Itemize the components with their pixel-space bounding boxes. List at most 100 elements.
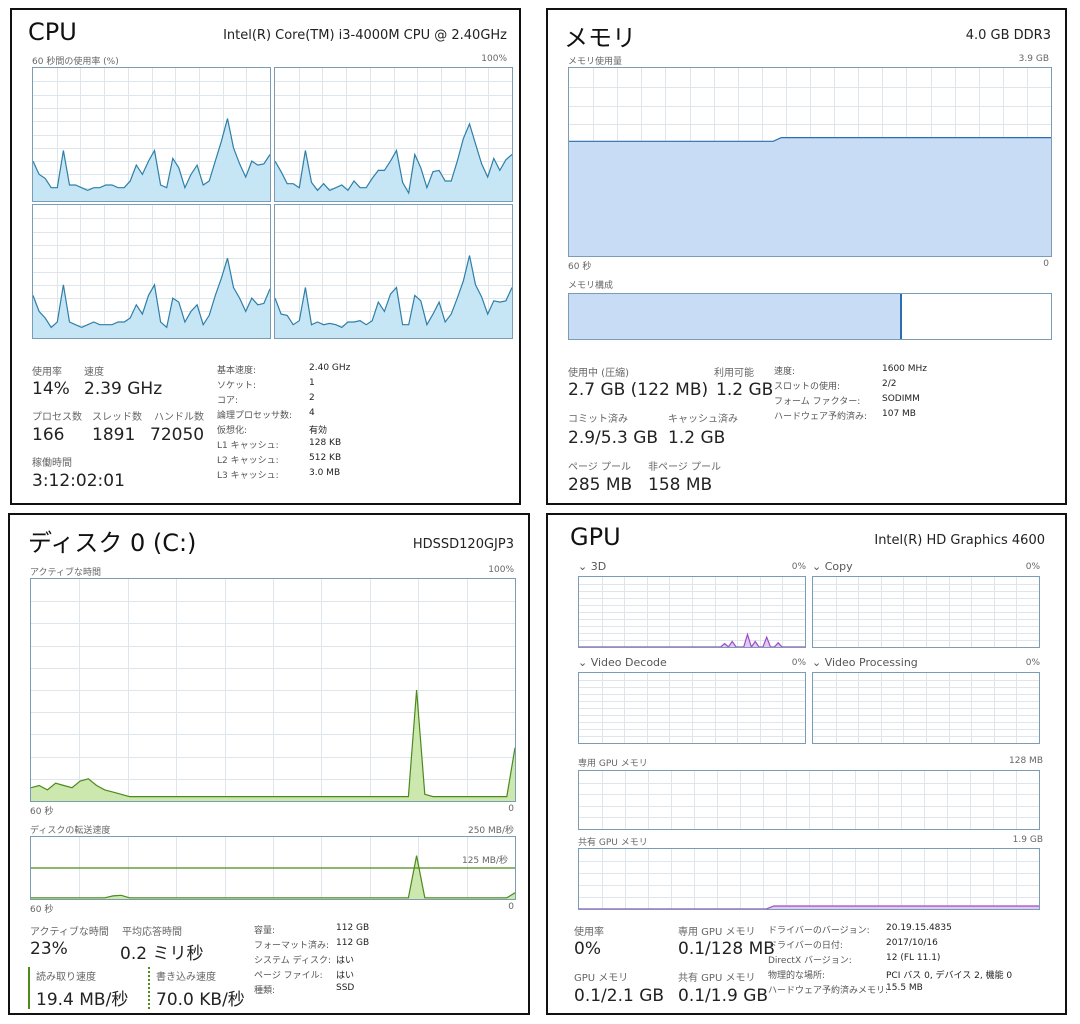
info-value: 112 GB	[336, 923, 370, 933]
cpu-uptime-value: 3:12:02:01	[32, 471, 125, 491]
info-label: 速度:	[774, 367, 796, 377]
memory-composition-caption: メモリ構成	[568, 281, 614, 291]
gpu-dedicated-label: 専用 GPU メモリ	[678, 927, 756, 938]
gpu-shared-label: 共有 GPU メモリ	[678, 973, 756, 984]
disk-active-label: アクティブな時間	[30, 927, 109, 938]
info-label: ドライバーのバージョン:	[768, 926, 870, 936]
info-label: ソケット:	[217, 381, 257, 391]
info-value: 107 MB	[882, 409, 916, 419]
disk-write-value: 70.0 KB/秒	[156, 990, 245, 1010]
disk-panel: ディスク 0 (C:) HDSSD120GJP3 アクティブな時間 100% 6…	[8, 513, 530, 1015]
disk-info-table: 容量: 112 GB フォーマット済み: 112 GB システム ディスク: は…	[254, 923, 524, 1003]
info-value: SSD	[336, 983, 355, 993]
disk-active-area	[31, 690, 515, 801]
memory-in-use-label: 使用中 (圧縮)	[568, 368, 629, 379]
gpu-engine-decode-pct: 0%	[791, 658, 806, 668]
gpu-engine-processing-label[interactable]: ⌄ Video Processing	[812, 656, 918, 669]
info-value: 有効	[309, 426, 328, 436]
info-label: ハードウェア予約済みメモリ:	[768, 986, 889, 996]
gpu-engine-copy-label[interactable]: ⌄ Copy	[812, 560, 853, 573]
gpu-dedicated-value: 0.1/128 MB	[678, 939, 775, 959]
info-label: L2 キャッシュ:	[217, 456, 279, 466]
memory-paged-label: ページ プール	[568, 462, 631, 473]
chevron-down-icon: ⌄	[578, 656, 591, 669]
info-value: 1600 MHz	[882, 364, 928, 374]
cpu-core-graph-1	[274, 67, 513, 202]
info-label: 種類:	[254, 986, 276, 996]
gpu-engine-processing-pct: 0%	[1025, 658, 1040, 668]
cpu-graph-max: 100%	[481, 54, 507, 64]
disk-transfer-time-left: 60 秒	[30, 905, 54, 915]
memory-spec: 4.0 GB DDR3	[965, 28, 1051, 43]
cpu-usage-line	[275, 255, 512, 329]
info-value: 2.40 GHz	[309, 363, 351, 373]
disk-active-value: 23%	[30, 939, 68, 959]
gpu-info-table: ドライバーのバージョン: 20.19.15.4835 ドライバーの日付: 201…	[768, 923, 1064, 1003]
gpu-copy-graph	[812, 576, 1040, 648]
gpu-processing-chart	[813, 673, 1039, 743]
info-value: 128 KB	[309, 438, 342, 448]
cpu-uptime-label: 稼働時間	[32, 458, 72, 469]
cpu-usage-label: 使用率	[32, 367, 62, 378]
memory-in-use-segment	[569, 294, 902, 339]
cpu-model: Intel(R) Core(TM) i3-4000M CPU @ 2.40GHz	[223, 28, 507, 43]
gpu-3d-area	[579, 634, 805, 647]
memory-usage-line	[569, 136, 1051, 142]
cpu-usage-area	[275, 255, 512, 338]
cpu-threads-value: 1891	[92, 425, 136, 445]
disk-read-value: 19.4 MB/秒	[36, 990, 129, 1010]
cpu-panel: CPU Intel(R) Core(TM) i3-4000M CPU @ 2.4…	[10, 8, 521, 505]
gpu-memory-value: 0.1/2.1 GB	[574, 986, 665, 1006]
info-label: フォーマット済み:	[254, 941, 330, 951]
memory-title: メモリ	[564, 24, 636, 52]
cpu-usage-area	[33, 258, 270, 338]
read-speed-marker	[28, 967, 30, 1009]
memory-available-value: 1.2 GB	[716, 380, 774, 400]
disk-transfer-graph	[30, 836, 516, 900]
disk-read-label: 読み取り速度	[36, 972, 96, 983]
cpu-threads-label: スレッド数	[92, 412, 142, 423]
gpu-engine-decode-label[interactable]: ⌄ Video Decode	[578, 656, 667, 669]
gpu-engine-3d-label[interactable]: ⌄ 3D	[578, 560, 607, 573]
info-label: システム ディスク:	[254, 956, 331, 966]
info-label: コア:	[217, 396, 239, 406]
gpu-memory-label: GPU メモリ	[574, 973, 629, 984]
info-value: 15.5 MB	[886, 983, 923, 993]
gpu-processing-graph	[812, 672, 1040, 744]
gpu-dedicated-max: 128 MB	[1009, 756, 1043, 766]
info-value: はい	[336, 956, 355, 966]
gpu-usage-label: 使用率	[574, 927, 604, 938]
info-value: 4	[309, 408, 315, 418]
cpu-usage-line	[33, 258, 270, 329]
memory-cached-value: 1.2 GB	[668, 428, 726, 448]
gpu-shared-caption: 共有 GPU メモリ	[578, 838, 648, 848]
cpu-core-graph-3	[274, 204, 513, 339]
cpu-usage-chart	[33, 205, 270, 338]
gpu-shared-area	[579, 906, 1039, 909]
info-label: ハードウェア予約済み:	[774, 412, 868, 422]
info-label: 容量:	[254, 926, 276, 936]
memory-time-right: 0	[1043, 259, 1049, 269]
info-value: 112 GB	[336, 938, 370, 948]
memory-graph-max: 3.9 GB	[1018, 54, 1049, 64]
gpu-usage-value: 0%	[574, 939, 601, 959]
cpu-handles-label: ハンドル数	[154, 412, 204, 423]
memory-time-left: 60 秒	[568, 262, 592, 272]
disk-time-right: 0	[508, 804, 514, 814]
info-label: 仮想化:	[217, 426, 248, 436]
cpu-processes-label: プロセス数	[32, 412, 82, 423]
disk-active-line	[31, 689, 515, 798]
info-label: フォーム ファクター:	[774, 397, 861, 407]
chevron-down-icon: ⌄	[812, 560, 825, 573]
chevron-down-icon: ⌄	[578, 560, 591, 573]
cpu-core-graph-0	[32, 67, 271, 202]
memory-usage-graph	[568, 67, 1052, 257]
memory-usage-area	[569, 137, 1051, 256]
gpu-shared-line	[579, 905, 1039, 909]
memory-nonpaged-value: 158 MB	[648, 475, 713, 495]
info-value: 12 (FL 11.1)	[886, 953, 941, 963]
gpu-decode-chart	[579, 673, 805, 743]
info-label: L1 キャッシュ:	[217, 441, 279, 451]
cpu-usage-line	[33, 118, 270, 192]
cpu-usage-value: 14%	[32, 379, 70, 399]
